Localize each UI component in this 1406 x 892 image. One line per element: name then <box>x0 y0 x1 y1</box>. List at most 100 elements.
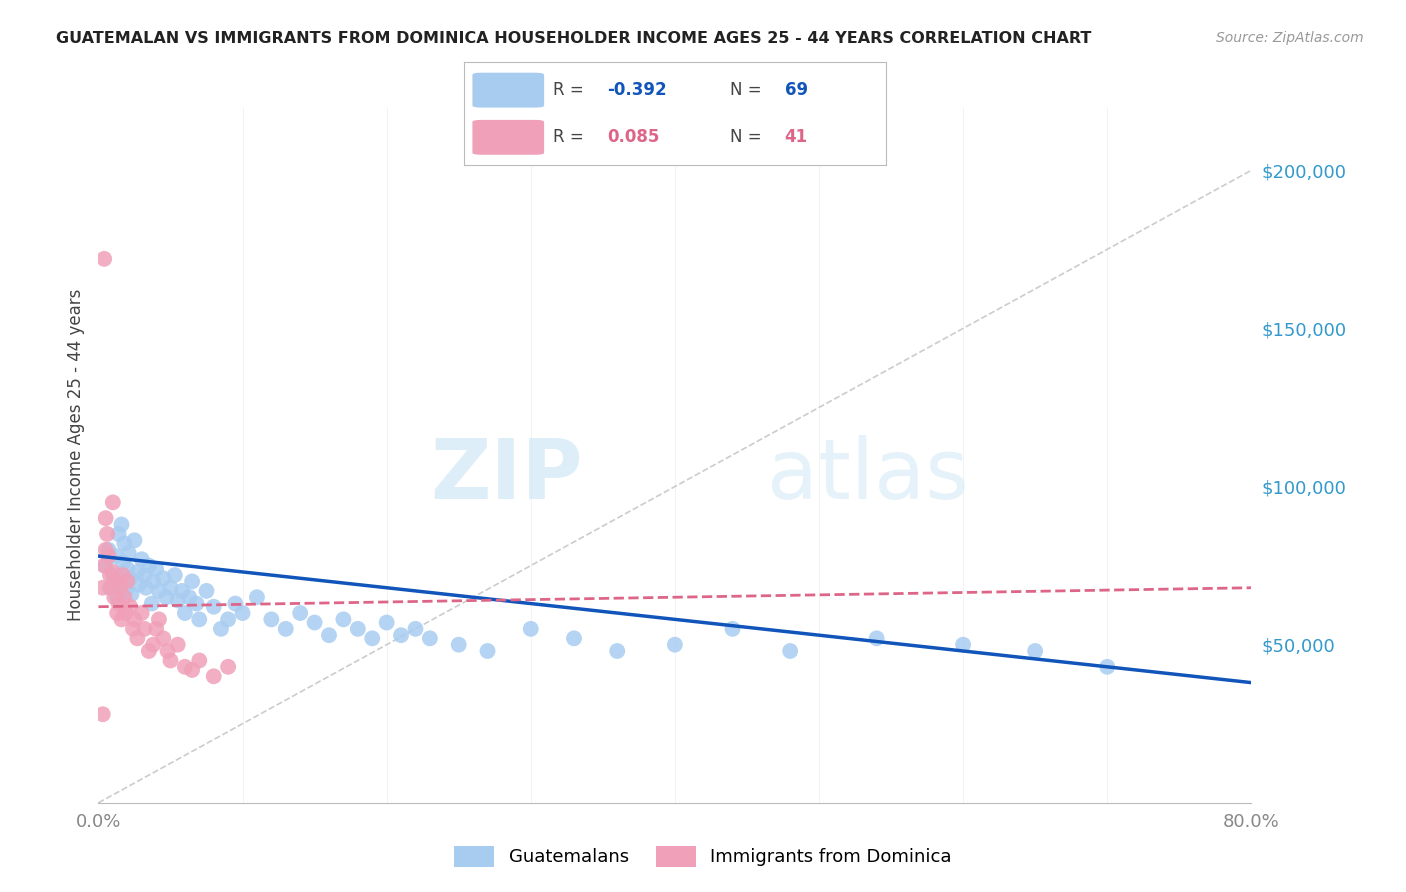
Point <box>118 546 141 560</box>
Point <box>111 568 134 582</box>
Point <box>107 527 129 541</box>
Point <box>93 252 115 266</box>
Legend: Guatemalans, Immigrants from Dominica: Guatemalans, Immigrants from Dominica <box>447 838 959 874</box>
Point <box>110 517 132 532</box>
Point <box>209 622 232 636</box>
Point <box>141 597 163 611</box>
Point <box>174 660 197 674</box>
Point <box>124 533 146 548</box>
Point <box>122 622 145 636</box>
Point <box>447 638 470 652</box>
Point <box>104 574 127 589</box>
Point <box>97 542 120 557</box>
Point <box>120 599 142 614</box>
Point <box>405 622 427 636</box>
Point <box>246 591 269 605</box>
Point <box>274 622 297 636</box>
Text: N =: N = <box>730 81 766 99</box>
Point <box>124 612 146 626</box>
Point <box>112 591 135 605</box>
Text: 0.085: 0.085 <box>607 128 659 146</box>
Point <box>155 591 177 605</box>
Point <box>163 568 186 582</box>
Point <box>101 495 124 509</box>
Point <box>520 622 543 636</box>
Point <box>142 638 165 652</box>
Point <box>721 622 744 636</box>
Point <box>145 622 167 636</box>
Point <box>128 577 150 591</box>
Point <box>174 606 197 620</box>
Point <box>179 591 201 605</box>
FancyBboxPatch shape <box>472 120 544 155</box>
Point <box>166 638 188 652</box>
Point <box>131 606 153 620</box>
Text: -0.392: -0.392 <box>607 81 666 99</box>
Text: ZIP: ZIP <box>430 435 582 516</box>
Point <box>152 632 174 646</box>
Point <box>332 612 354 626</box>
Point <box>134 568 156 582</box>
Point <box>91 707 114 722</box>
Point <box>202 599 225 614</box>
Point <box>98 581 121 595</box>
Text: 41: 41 <box>785 128 807 146</box>
Point <box>152 571 174 585</box>
Point <box>114 583 136 598</box>
Point <box>94 542 117 557</box>
Point <box>346 622 368 636</box>
Point <box>217 612 239 626</box>
Point <box>304 615 326 630</box>
Point <box>94 511 117 525</box>
Point <box>1097 660 1119 674</box>
Point <box>779 644 801 658</box>
Point <box>1024 644 1046 658</box>
Point <box>110 612 132 626</box>
Point <box>188 653 211 667</box>
Point <box>127 632 149 646</box>
Point <box>134 622 156 636</box>
Point <box>231 606 254 620</box>
Point <box>100 581 122 595</box>
Point <box>159 653 181 667</box>
Point <box>195 583 218 598</box>
Point <box>419 632 441 646</box>
Text: R =: R = <box>553 128 589 146</box>
Point <box>138 644 160 658</box>
Text: atlas: atlas <box>768 435 969 516</box>
Point <box>260 612 283 626</box>
Text: Source: ZipAtlas.com: Source: ZipAtlas.com <box>1216 31 1364 45</box>
Point <box>108 574 131 589</box>
Text: N =: N = <box>730 128 766 146</box>
Point <box>181 574 204 589</box>
Point <box>101 565 124 579</box>
Text: 69: 69 <box>785 81 807 99</box>
Point <box>156 644 179 658</box>
Point <box>120 571 142 585</box>
Point <box>145 562 167 576</box>
Point <box>290 606 312 620</box>
Point <box>108 581 131 595</box>
Point <box>117 574 139 589</box>
Point <box>104 549 127 563</box>
Point <box>96 527 118 541</box>
Point <box>186 597 208 611</box>
Point <box>148 612 170 626</box>
Point <box>562 632 585 646</box>
Point <box>117 562 139 576</box>
Point <box>103 591 125 605</box>
Point <box>142 574 165 589</box>
Point <box>202 669 225 683</box>
Point <box>389 628 412 642</box>
Point <box>107 597 129 611</box>
Point <box>170 583 193 598</box>
Point <box>952 638 974 652</box>
Point <box>138 558 160 573</box>
Point <box>181 663 204 677</box>
Point <box>148 583 170 598</box>
Point <box>866 632 889 646</box>
Point <box>166 593 188 607</box>
Point <box>127 565 149 579</box>
Point <box>112 536 135 550</box>
Point <box>98 568 121 582</box>
